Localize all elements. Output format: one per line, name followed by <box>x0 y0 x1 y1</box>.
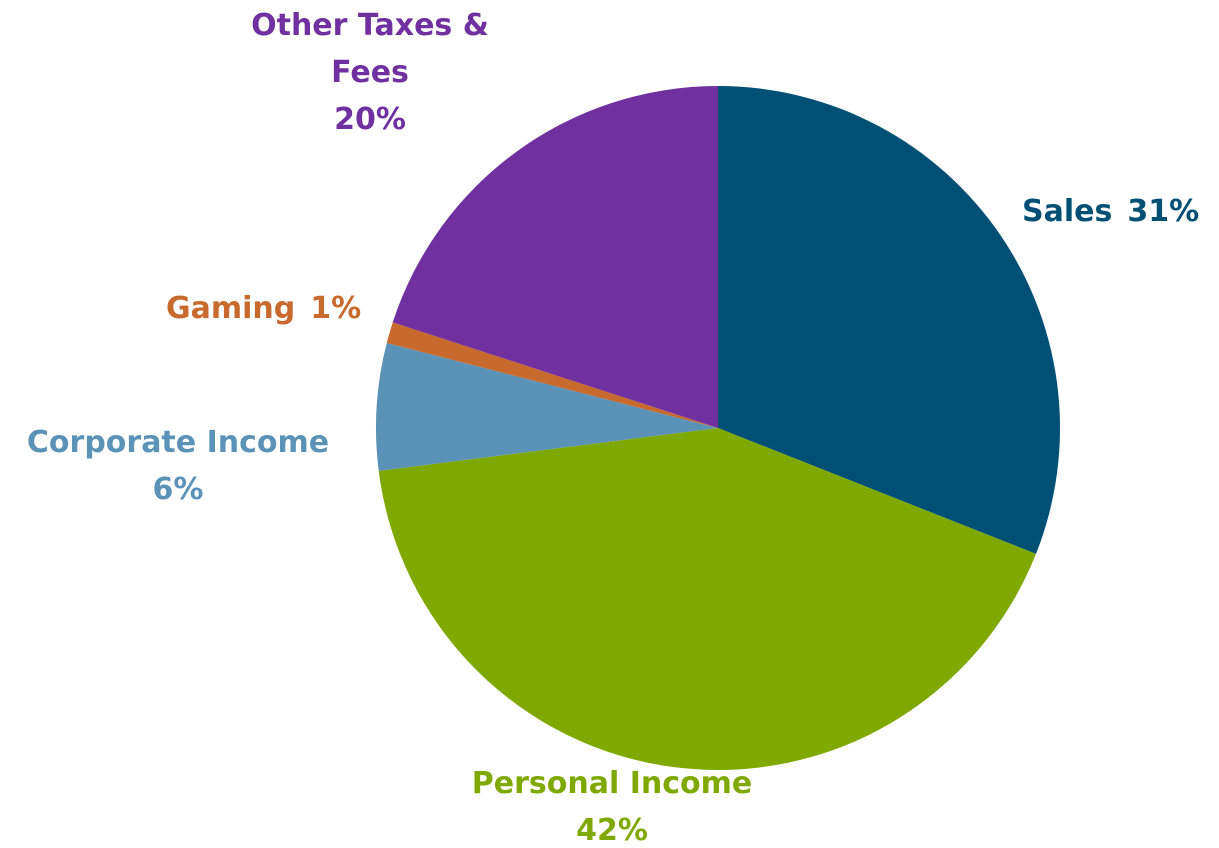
value-label: 31% <box>1127 194 1200 229</box>
category-name: Other Taxes & Fees <box>251 8 489 90</box>
category-name: Corporate Income <box>26 425 330 460</box>
value-label: 6% <box>152 472 204 507</box>
slice-label: Sales 31% <box>1022 188 1199 235</box>
pie-slice <box>378 428 1036 770</box>
pie-slice <box>376 342 718 471</box>
slice-label: Personal Income 42% <box>402 760 822 848</box>
pie-slice <box>718 86 1060 554</box>
pie-slice <box>392 86 718 428</box>
category-name: Sales <box>1022 194 1113 229</box>
slice-label: Other Taxes & Fees 20% <box>230 2 510 143</box>
category-name: Personal Income <box>471 766 753 801</box>
category-name: Gaming <box>166 291 296 326</box>
pie-slice <box>386 322 718 428</box>
value-label: 1% <box>310 291 362 326</box>
value-label: 42% <box>576 813 648 848</box>
slice-label: Corporate Income 6% <box>0 419 363 513</box>
value-label: 20% <box>334 102 406 137</box>
slice-label: Gaming 1% <box>166 285 361 332</box>
